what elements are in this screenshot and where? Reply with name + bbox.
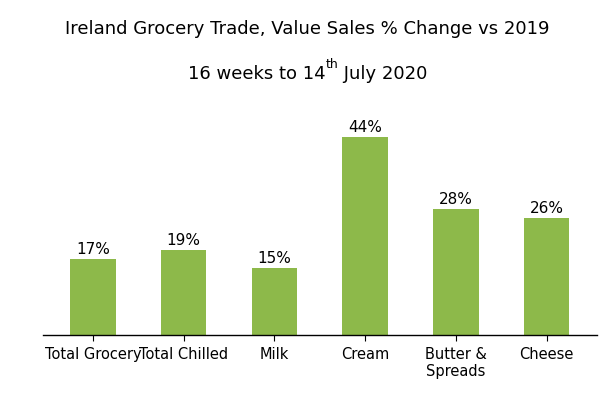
Bar xyxy=(70,259,116,335)
Text: th: th xyxy=(325,58,338,71)
Bar xyxy=(161,250,207,335)
Bar xyxy=(343,137,388,335)
Text: 15%: 15% xyxy=(258,250,292,265)
Text: 44%: 44% xyxy=(348,120,382,135)
Bar xyxy=(433,209,478,335)
Bar xyxy=(252,268,297,335)
Text: 16 weeks to 14: 16 weeks to 14 xyxy=(188,65,325,83)
Text: 28%: 28% xyxy=(439,192,473,207)
Text: Ireland Grocery Trade, Value Sales % Change vs 2019: Ireland Grocery Trade, Value Sales % Cha… xyxy=(65,20,550,38)
Text: 17%: 17% xyxy=(76,241,110,256)
Text: 26%: 26% xyxy=(530,201,563,216)
Text: July 2020: July 2020 xyxy=(338,65,427,83)
Text: 19%: 19% xyxy=(167,232,200,247)
Bar xyxy=(524,218,569,335)
